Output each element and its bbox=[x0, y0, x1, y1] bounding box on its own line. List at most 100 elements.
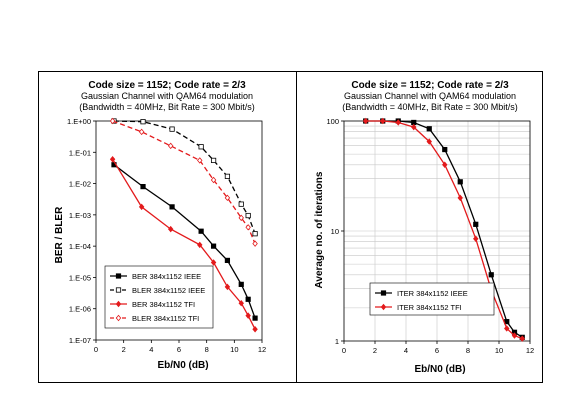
x-tick-label: 10 bbox=[230, 345, 238, 354]
legend-entry: BER 384x1152 IEEE bbox=[132, 272, 201, 281]
data-point bbox=[210, 176, 217, 184]
data-point bbox=[380, 303, 387, 311]
data-point bbox=[252, 240, 258, 247]
data-point bbox=[224, 173, 231, 179]
series-line bbox=[112, 120, 256, 244]
data-point bbox=[224, 257, 231, 264]
data-point bbox=[238, 201, 244, 207]
data-point bbox=[252, 315, 258, 321]
legend-entry: ITER 384x1152 IEEE bbox=[397, 289, 468, 298]
data-point bbox=[197, 241, 203, 249]
legend-entry: ITER 384x1152 TFI bbox=[397, 303, 462, 312]
data-point bbox=[169, 204, 175, 210]
y-tick-label: 1.E-06 bbox=[69, 305, 91, 314]
legend-entry: BLER 384x1152 TFI bbox=[132, 314, 199, 323]
data-point bbox=[380, 290, 387, 296]
y-tick-label: 1.E-07 bbox=[69, 336, 91, 345]
data-point bbox=[224, 194, 231, 202]
data-point bbox=[167, 225, 174, 233]
left-chart-title: Code size = 1152; Code rate = 2/3 bbox=[88, 80, 246, 91]
data-point bbox=[210, 259, 217, 266]
left-chart-subtitle-1: Gaussian Channel with QAM64 modulation bbox=[81, 91, 253, 101]
y-tick-label: 1 bbox=[335, 337, 339, 346]
x-tick-label: 6 bbox=[177, 345, 181, 354]
data-point bbox=[197, 157, 203, 164]
data-point bbox=[140, 119, 146, 125]
legend-box bbox=[369, 282, 495, 316]
data-point bbox=[473, 235, 479, 242]
data-point bbox=[210, 243, 217, 249]
y-tick-label: 10 bbox=[331, 227, 339, 236]
y-tick-label: 1.E-03 bbox=[69, 211, 91, 220]
y-tick-label: 1.E-05 bbox=[69, 273, 91, 282]
data-point bbox=[198, 228, 204, 234]
x-tick-label: 6 bbox=[435, 346, 439, 355]
data-point bbox=[442, 161, 448, 168]
x-tick-label: 0 bbox=[94, 345, 98, 354]
data-point bbox=[380, 117, 386, 125]
data-point bbox=[245, 312, 251, 319]
data-point bbox=[488, 272, 494, 278]
data-point bbox=[115, 314, 122, 322]
data-point bbox=[245, 224, 251, 231]
legend-entry: BLER 384x1152 IEEE bbox=[132, 286, 205, 295]
data-point bbox=[442, 146, 448, 153]
data-point bbox=[362, 117, 369, 125]
x-tick-label: 8 bbox=[466, 346, 470, 355]
right-chart-title: Code size = 1152; Code rate = 2/3 bbox=[351, 80, 509, 91]
x-tick-label: 12 bbox=[258, 345, 266, 354]
data-point bbox=[210, 157, 217, 164]
x-tick-label: 4 bbox=[404, 346, 408, 355]
y-tick-label: 1.E-04 bbox=[69, 242, 91, 251]
series-line bbox=[113, 120, 256, 234]
figure-frame bbox=[38, 71, 543, 383]
data-point bbox=[457, 179, 463, 185]
data-point bbox=[169, 126, 175, 132]
data-point bbox=[109, 117, 116, 125]
data-point bbox=[115, 287, 122, 293]
panel-divider bbox=[296, 71, 297, 383]
x-tick-label: 12 bbox=[526, 346, 534, 355]
data-point bbox=[411, 123, 417, 131]
x-tick-label: 0 bbox=[342, 346, 346, 355]
data-point bbox=[473, 221, 479, 227]
y-tick-label: 1.E+00 bbox=[67, 117, 91, 126]
left-chart-xlabel: Eb/N0 (dB) bbox=[157, 360, 208, 371]
x-tick-label: 10 bbox=[495, 346, 503, 355]
x-tick-label: 8 bbox=[205, 345, 209, 354]
y-tick-label: 100 bbox=[326, 117, 339, 126]
y-tick-label: 1.E-02 bbox=[69, 180, 91, 189]
data-point bbox=[238, 214, 244, 222]
data-point bbox=[109, 156, 116, 163]
data-point bbox=[115, 273, 122, 279]
data-point bbox=[115, 300, 122, 308]
data-point bbox=[252, 326, 258, 333]
y-tick-label: 1.E-01 bbox=[69, 148, 91, 157]
data-point bbox=[511, 332, 518, 339]
data-point bbox=[426, 126, 432, 132]
data-point bbox=[138, 203, 145, 211]
data-point bbox=[138, 128, 145, 136]
right-chart-subtitle-1: Gaussian Channel with QAM64 modulation bbox=[344, 91, 516, 101]
data-point bbox=[395, 119, 401, 126]
data-point bbox=[504, 325, 510, 332]
right-chart-subtitle-2: (Bandwidth = 40MHz, Bit Rate = 300 Mbit/… bbox=[342, 102, 518, 112]
x-tick-label: 2 bbox=[122, 345, 126, 354]
data-point bbox=[457, 194, 463, 202]
data-point bbox=[238, 299, 244, 307]
legend-entry: BER 384x1152 TFI bbox=[132, 300, 195, 309]
data-point bbox=[224, 283, 231, 291]
right-chart-ylabel: Average no. of iterations bbox=[314, 171, 325, 288]
data-point bbox=[245, 296, 251, 302]
data-point bbox=[140, 184, 146, 190]
x-tick-label: 2 bbox=[373, 346, 377, 355]
left-chart-ylabel: BER / BLER bbox=[54, 206, 65, 263]
left-chart-subtitle-2: (Bandwidth = 40MHz, Bit Rate = 300 Mbit/… bbox=[79, 102, 255, 112]
data-point bbox=[167, 142, 174, 150]
data-point bbox=[198, 144, 204, 150]
data-point bbox=[426, 138, 432, 145]
data-point bbox=[245, 212, 251, 219]
data-point bbox=[252, 231, 258, 237]
data-point bbox=[519, 335, 525, 342]
